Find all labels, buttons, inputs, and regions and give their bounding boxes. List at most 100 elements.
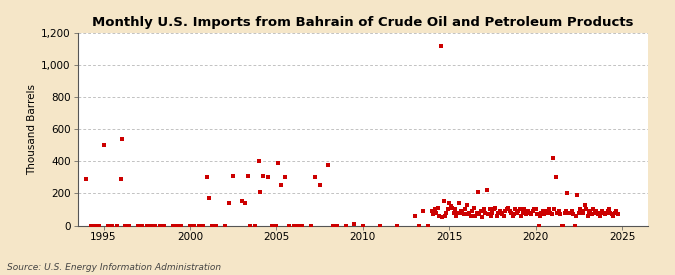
Point xyxy=(572,193,583,197)
Point xyxy=(448,210,459,215)
Point xyxy=(551,175,562,180)
Point xyxy=(524,210,535,215)
Point xyxy=(456,209,466,213)
Point xyxy=(263,175,273,180)
Point xyxy=(513,209,524,213)
Point xyxy=(434,214,445,218)
Point xyxy=(323,162,333,167)
Point xyxy=(457,210,468,215)
Point xyxy=(612,212,623,216)
Point xyxy=(512,210,522,215)
Point xyxy=(184,223,195,228)
Point xyxy=(275,183,286,188)
Point xyxy=(435,44,446,48)
Point xyxy=(480,210,491,215)
Point xyxy=(500,209,511,213)
Point xyxy=(531,207,541,212)
Point xyxy=(279,175,290,180)
Y-axis label: Thousand Barrels: Thousand Barrels xyxy=(27,84,37,175)
Point xyxy=(552,210,563,215)
Point xyxy=(475,209,486,213)
Point xyxy=(585,209,596,213)
Point xyxy=(587,212,597,216)
Point xyxy=(467,209,478,213)
Point xyxy=(506,210,516,215)
Point xyxy=(592,212,603,216)
Point xyxy=(271,223,281,228)
Point xyxy=(451,214,462,218)
Point xyxy=(545,210,556,215)
Point xyxy=(504,209,515,213)
Point xyxy=(392,223,403,228)
Point xyxy=(610,210,620,215)
Point xyxy=(560,209,571,213)
Point xyxy=(236,199,247,204)
Point xyxy=(559,210,570,215)
Point xyxy=(198,223,209,228)
Point xyxy=(414,223,425,228)
Point xyxy=(437,215,448,220)
Point xyxy=(340,223,351,228)
Point xyxy=(603,207,614,212)
Point xyxy=(547,156,558,160)
Point xyxy=(429,207,440,212)
Point xyxy=(494,209,505,213)
Point xyxy=(517,210,528,215)
Point xyxy=(171,223,182,228)
Point xyxy=(598,210,609,215)
Point xyxy=(565,210,576,215)
Point xyxy=(458,212,469,216)
Point xyxy=(146,223,157,228)
Point xyxy=(601,210,612,215)
Point xyxy=(509,212,520,216)
Point xyxy=(124,223,135,228)
Point xyxy=(474,212,485,216)
Point xyxy=(549,207,560,212)
Point xyxy=(535,214,545,218)
Point xyxy=(284,223,295,228)
Point xyxy=(485,214,496,218)
Point xyxy=(487,210,498,215)
Point xyxy=(111,223,122,228)
Point xyxy=(107,223,117,228)
Point xyxy=(556,223,567,228)
Point xyxy=(516,214,526,218)
Point xyxy=(477,215,488,220)
Point xyxy=(594,210,605,215)
Point xyxy=(589,210,600,215)
Point xyxy=(558,223,568,228)
Point xyxy=(520,212,531,216)
Point xyxy=(508,214,518,218)
Point xyxy=(575,207,586,212)
Point xyxy=(103,223,113,228)
Point xyxy=(569,223,580,228)
Point xyxy=(466,214,477,218)
Point xyxy=(314,183,325,188)
Point xyxy=(375,223,385,228)
Point xyxy=(189,223,200,228)
Point xyxy=(605,210,616,215)
Point xyxy=(527,209,538,213)
Point xyxy=(490,206,501,210)
Point xyxy=(249,223,260,228)
Point xyxy=(462,212,473,216)
Point xyxy=(94,223,105,228)
Point xyxy=(499,214,510,218)
Point xyxy=(442,207,453,212)
Point xyxy=(438,199,449,204)
Point xyxy=(255,190,266,194)
Point xyxy=(423,223,433,228)
Point xyxy=(580,207,591,212)
Point xyxy=(578,210,589,215)
Point xyxy=(472,190,483,194)
Point xyxy=(193,223,204,228)
Point xyxy=(206,223,217,228)
Point xyxy=(219,223,230,228)
Point xyxy=(595,214,606,218)
Point xyxy=(574,210,585,215)
Point xyxy=(150,223,161,228)
Point xyxy=(242,174,253,178)
Point xyxy=(90,223,101,228)
Point xyxy=(349,222,360,226)
Point xyxy=(447,206,458,210)
